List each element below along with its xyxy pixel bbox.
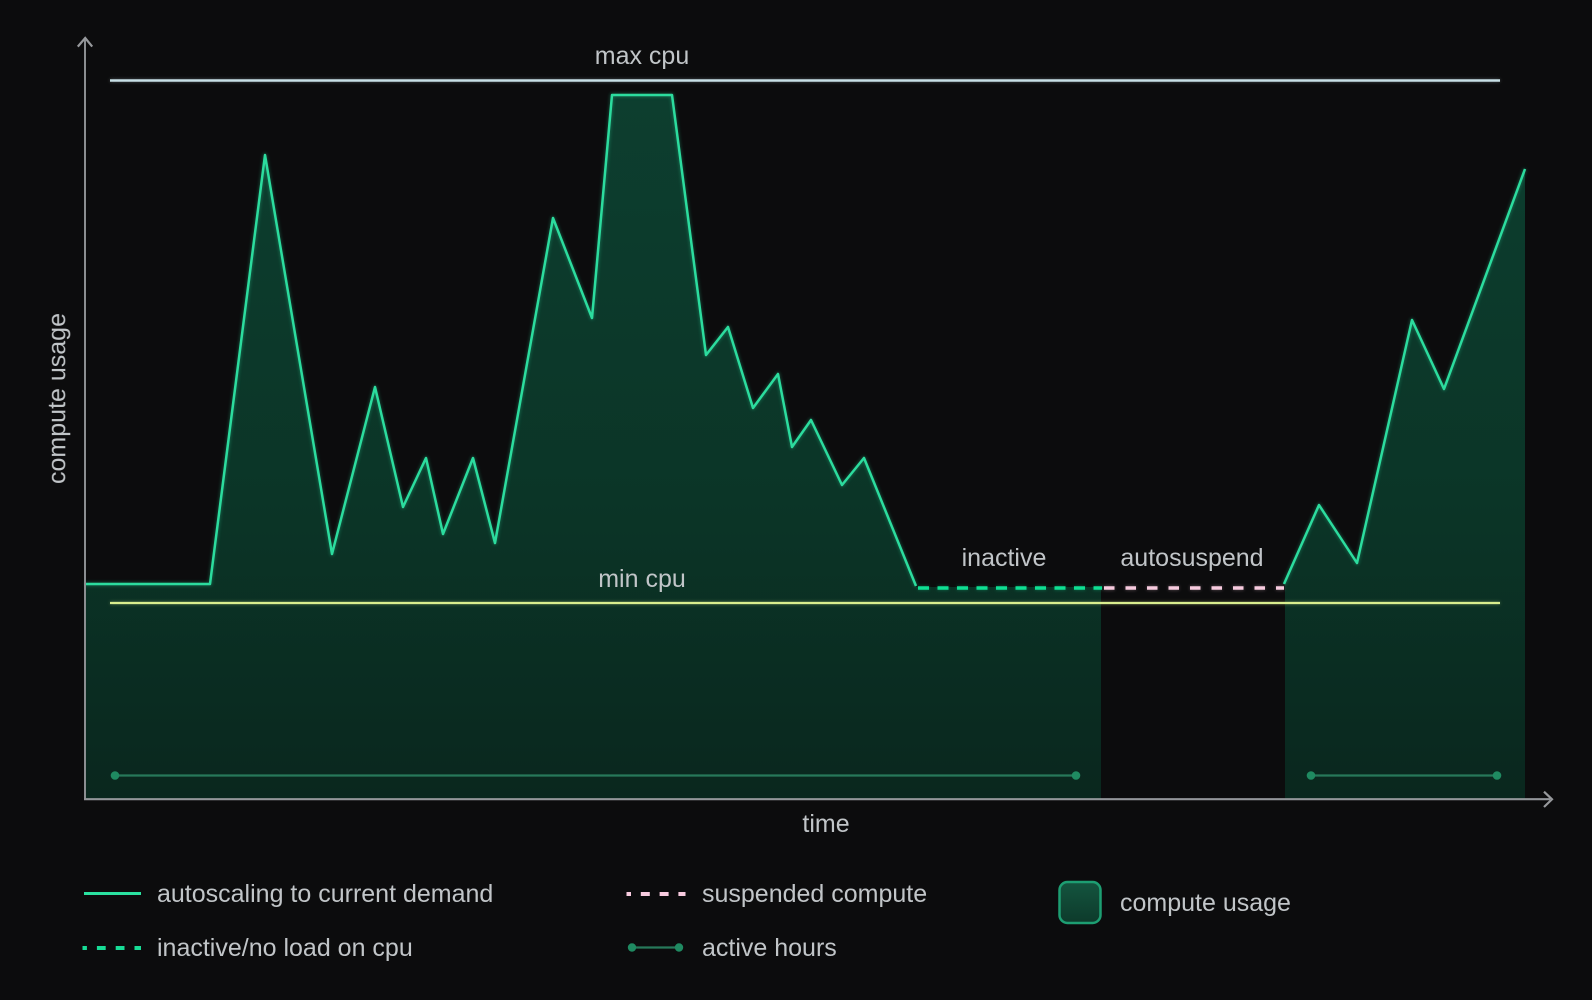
svg-text:active hours: active hours	[702, 934, 837, 962]
svg-text:max cpu: max cpu	[595, 42, 689, 70]
svg-text:compute usage: compute usage	[1120, 889, 1291, 917]
svg-text:inactive: inactive	[962, 544, 1047, 572]
svg-text:compute usage: compute usage	[43, 313, 71, 484]
svg-text:autoscaling to current demand: autoscaling to current demand	[157, 880, 493, 908]
svg-text:inactive/no load on cpu: inactive/no load on cpu	[157, 934, 413, 962]
svg-text:time: time	[802, 810, 849, 838]
svg-text:min cpu: min cpu	[598, 565, 686, 593]
svg-text:suspended compute: suspended compute	[702, 880, 927, 908]
svg-text:autosuspend: autosuspend	[1120, 544, 1263, 572]
